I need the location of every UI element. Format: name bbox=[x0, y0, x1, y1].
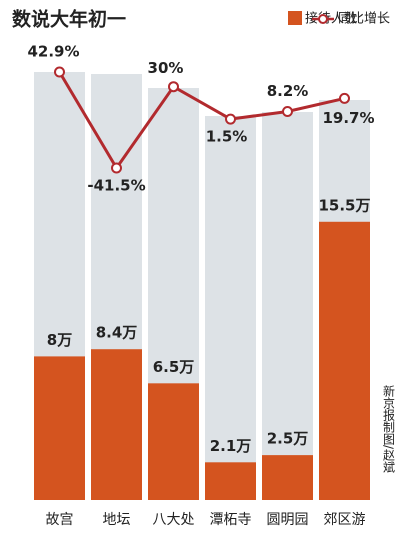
bar bbox=[148, 383, 199, 500]
bar bbox=[319, 221, 370, 500]
line-label: 1.5% bbox=[206, 128, 248, 146]
bar-label: 8.4万 bbox=[96, 324, 138, 342]
growth-marker bbox=[111, 162, 122, 174]
line-label: 30% bbox=[148, 59, 184, 77]
column-background bbox=[205, 116, 256, 500]
bar-label: 2.1万 bbox=[210, 437, 252, 455]
x-tick-label: 八大处 bbox=[153, 512, 195, 528]
legend-swatch bbox=[288, 11, 302, 25]
bar-label: 15.5万 bbox=[318, 196, 370, 214]
credit: 新京报制图/赵斌 bbox=[382, 384, 396, 473]
bar-label: 6.5万 bbox=[153, 358, 195, 376]
bar bbox=[91, 349, 142, 500]
x-tick-label: 故宫 bbox=[46, 512, 74, 528]
bar-label: 2.5万 bbox=[267, 430, 309, 448]
growth-marker bbox=[225, 113, 236, 125]
line-label: -41.5% bbox=[87, 176, 145, 194]
bar bbox=[205, 462, 256, 500]
bar bbox=[34, 356, 85, 500]
x-tick-label: 圆明园 bbox=[267, 512, 309, 528]
x-tick-label: 地坛 bbox=[103, 512, 131, 528]
growth-marker bbox=[54, 66, 65, 78]
chart-title: 数说大年初一 bbox=[12, 8, 126, 31]
line-label: 42.9% bbox=[27, 43, 79, 61]
growth-marker bbox=[168, 81, 179, 93]
line-label: 8.2% bbox=[267, 82, 309, 100]
growth-marker bbox=[339, 92, 350, 104]
line-label: 19.7% bbox=[322, 109, 374, 127]
x-tick-label: 郊区游 bbox=[324, 511, 366, 528]
bar bbox=[262, 455, 313, 500]
x-tick-label: 潭柘寺 bbox=[210, 511, 252, 528]
bar-label: 8万 bbox=[47, 331, 72, 349]
legend-label: 同比增长 bbox=[338, 12, 390, 27]
growth-line bbox=[58, 71, 345, 171]
growth-marker bbox=[282, 105, 293, 117]
column-background bbox=[262, 112, 313, 500]
legend-marker bbox=[318, 14, 328, 24]
